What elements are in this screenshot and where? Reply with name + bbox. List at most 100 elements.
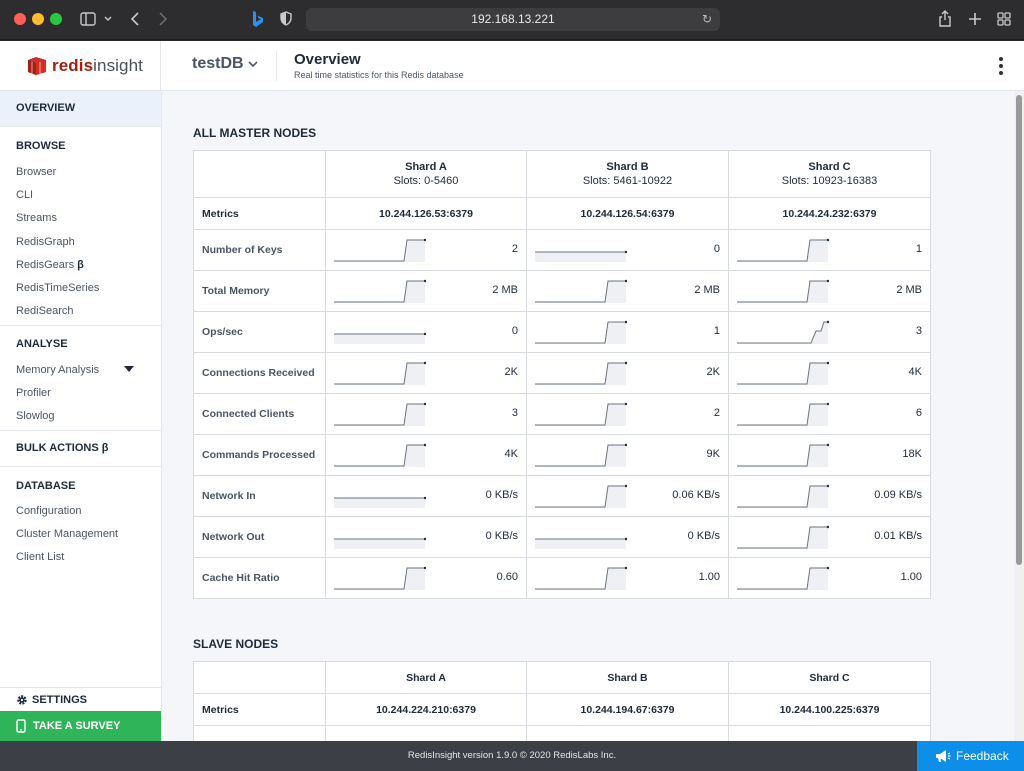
metric-cell-content: 1.00 [527, 558, 728, 598]
table-cell [325, 725, 527, 741]
sparkline-icon [334, 537, 426, 549]
sidebar-item-slowlog[interactable]: Slowlog [16, 410, 55, 422]
phone-icon [16, 719, 26, 733]
metric-value: 1.00 [698, 571, 720, 583]
sparkline-icon [535, 484, 627, 508]
sidebar-toggle-icon[interactable] [80, 12, 96, 26]
sidebar-item-memory-analysis[interactable]: Memory Analysis [16, 364, 100, 376]
minimize-window-button[interactable] [32, 13, 44, 25]
settings-button[interactable]: SETTINGS [0, 687, 161, 711]
metric-value: 0 [713, 243, 720, 255]
sidebar-item-cluster-management[interactable]: Cluster Management [16, 528, 119, 540]
metric-cell-content: 4K [729, 353, 930, 393]
more-options-icon[interactable] [996, 57, 1006, 75]
header-divider [276, 51, 277, 81]
metric-value: 2K [504, 366, 518, 378]
share-icon[interactable] [938, 10, 952, 27]
sidebar-item-bulk-actions[interactable]: BULK ACTIONS β [16, 442, 109, 454]
reload-icon[interactable]: ↻ [701, 12, 712, 26]
shard-header: Shard B Slots: 5461-10922 [526, 150, 729, 198]
sidebar-item-streams[interactable]: Streams [16, 212, 57, 224]
table-row: Commands Processed 4K 9K 18K [193, 434, 931, 476]
new-tab-icon[interactable] [968, 12, 982, 26]
sparkline-icon [737, 566, 829, 590]
shard-header: Shard C [728, 661, 931, 694]
shard-header: Shard A Slots: 0-5460 [325, 150, 527, 198]
database-selector[interactable]: testDB [192, 55, 244, 72]
bing-icon[interactable] [252, 10, 264, 28]
tab-overview-icon[interactable] [997, 12, 1011, 26]
metric-label: Number of Keys [193, 229, 326, 271]
metric-cell: 18K [728, 434, 931, 476]
sidebar-item-configuration[interactable]: Configuration [16, 505, 82, 517]
sparkline-icon [737, 361, 829, 385]
sidebar-item-overview[interactable]: OVERVIEW [0, 91, 161, 127]
metric-cell-content: 0.60 [326, 558, 526, 598]
metric-label: Total Memory [193, 270, 326, 312]
sparkline-icon [737, 320, 829, 344]
metric-value: 0 KB/s [687, 530, 720, 542]
metric-value: 2K [706, 366, 720, 378]
metric-cell: 0.09 KB/s [728, 475, 931, 517]
logo[interactable]: redisinsight [0, 41, 161, 91]
shard-header: Shard B [526, 661, 729, 694]
shield-icon[interactable] [280, 11, 292, 26]
zoom-window-button[interactable] [50, 13, 62, 25]
chevron-down-icon[interactable] [104, 16, 112, 22]
sidebar-item-cli[interactable]: CLI [16, 189, 34, 201]
sidebar-item-profiler[interactable]: Profiler [16, 387, 51, 399]
sidebar-item-client-list[interactable]: Client List [16, 551, 65, 563]
slave-nodes-table: Shard A Shard B Shard C Metrics 10.244.2… [193, 661, 931, 741]
scrollbar[interactable] [1014, 91, 1024, 741]
sparkline-icon [535, 443, 627, 467]
metric-cell-content: 4K [326, 435, 526, 475]
node-address: 10.244.100.225:6379 [728, 693, 931, 726]
back-icon[interactable] [130, 12, 140, 26]
metric-label: Connections Received [193, 352, 326, 394]
chevron-down-icon[interactable] [248, 59, 258, 69]
metric-cell-content: 2 [326, 230, 526, 270]
sparkline-icon [737, 279, 829, 303]
metric-label: Network Out [193, 516, 326, 558]
metric-value: 0 KB/s [485, 489, 518, 501]
sidebar-item-redisearch[interactable]: RediSearch [16, 305, 74, 317]
sparkline-icon [535, 320, 627, 344]
sidebar-item-browser[interactable]: Browser [16, 166, 57, 178]
metric-cell-content: 0 KB/s [326, 517, 526, 557]
table-cell [193, 725, 326, 741]
metric-value: 0.09 KB/s [874, 489, 922, 501]
node-address: 10.244.194.67:6379 [526, 693, 729, 726]
section-database: DATABASE [16, 480, 76, 492]
shard-header: Shard C Slots: 10923-16383 [728, 150, 931, 198]
feedback-button[interactable]: Feedback [917, 741, 1024, 771]
url-text: 192.168.13.221 [471, 12, 555, 26]
logo-text-light: insight [93, 56, 143, 75]
metrics-label: Metrics [193, 693, 326, 726]
scrollbar-thumb[interactable] [1016, 95, 1022, 565]
sparkline-icon [737, 402, 829, 426]
metric-value: 4K [504, 448, 518, 460]
metric-rows: Number of Keys 2 0 1 Total Memory 2 MB 2 MB 2 M… [193, 229, 931, 599]
metric-cell: 2K [325, 352, 527, 394]
metric-cell-content: 9K [527, 435, 728, 475]
caret-down-icon[interactable] [124, 366, 134, 372]
sparkline-icon [535, 279, 627, 303]
metric-value: 2 [713, 407, 720, 419]
close-window-button[interactable] [14, 13, 26, 25]
sparkline-icon [334, 332, 426, 344]
take-survey-button[interactable]: TAKE A SURVEY [0, 711, 161, 741]
metric-cell-content: 0 KB/s [527, 517, 728, 557]
sidebar-item-redisgears[interactable]: RedisGears β [16, 259, 84, 271]
metric-cell: 0 [325, 311, 527, 353]
address-bar[interactable]: 192.168.13.221 ↻ [306, 8, 720, 31]
metric-value: 2 MB [694, 284, 720, 296]
sparkline-icon [535, 537, 627, 549]
metric-cell-content: 0.09 KB/s [729, 476, 930, 516]
app-header: redisinsight testDB Overview Real time s… [0, 41, 1024, 91]
gear-icon [17, 695, 27, 705]
metric-cell: 0 KB/s [325, 516, 527, 558]
sidebar-item-redistimeseries[interactable]: RedisTimeSeries [16, 282, 100, 294]
forward-icon[interactable] [158, 12, 168, 26]
sparkline-icon [334, 566, 426, 590]
sidebar-item-redisgraph[interactable]: RedisGraph [16, 236, 75, 248]
